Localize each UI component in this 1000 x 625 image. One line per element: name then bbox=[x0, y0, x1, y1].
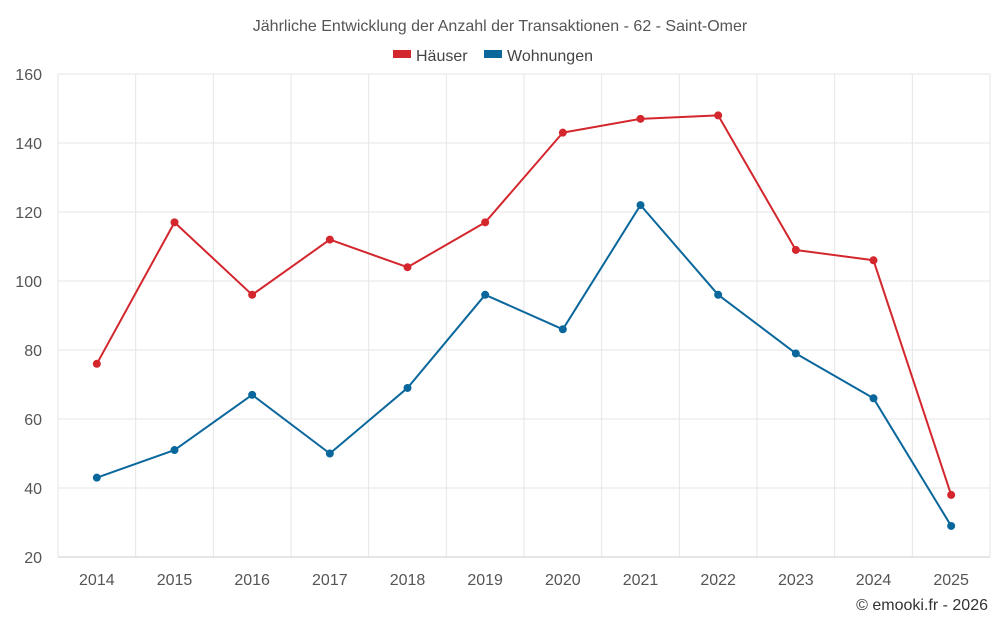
credit-text: © emooki.fr - 2026 bbox=[856, 597, 988, 614]
legend-label-haeuser[interactable]: Häuser bbox=[416, 48, 468, 65]
data-point-haeuser[interactable] bbox=[636, 114, 645, 123]
y-tick-label: 40 bbox=[24, 481, 42, 498]
data-point-wohnungen[interactable] bbox=[869, 394, 878, 403]
x-tick-label: 2021 bbox=[623, 572, 659, 589]
data-point-haeuser[interactable] bbox=[714, 111, 723, 120]
series-line-haeuser bbox=[95, 114, 953, 496]
data-point-haeuser[interactable] bbox=[248, 290, 257, 299]
grid bbox=[57, 73, 991, 558]
x-tick-label: 2015 bbox=[157, 572, 193, 589]
y-tick-label: 160 bbox=[15, 67, 42, 84]
data-point-wohnungen[interactable] bbox=[403, 383, 412, 392]
x-axis-ticks: 2014 2015 2016 2017 2018 2019 2020 2021 2022 2023… bbox=[79, 572, 969, 589]
data-point-haeuser[interactable] bbox=[325, 235, 334, 244]
x-tick-label: 2024 bbox=[856, 572, 892, 589]
series-wohnungen bbox=[92, 201, 956, 530]
data-point-wohnungen[interactable] bbox=[791, 349, 800, 358]
data-point-haeuser[interactable] bbox=[170, 218, 179, 227]
data-point-haeuser[interactable] bbox=[869, 256, 878, 265]
data-point-wohnungen[interactable] bbox=[636, 201, 645, 210]
y-tick-label: 140 bbox=[15, 136, 42, 153]
x-tick-label: 2022 bbox=[700, 572, 736, 589]
data-point-wohnungen[interactable] bbox=[947, 521, 956, 530]
legend-label-wohnungen[interactable]: Wohnungen bbox=[507, 48, 593, 65]
x-tick-label: 2016 bbox=[234, 572, 270, 589]
series-haeuser bbox=[92, 111, 956, 499]
legend-swatch-wohnungen bbox=[484, 50, 502, 58]
x-tick-label: 2018 bbox=[390, 572, 426, 589]
legend-swatch-haeuser bbox=[393, 50, 411, 58]
y-tick-label: 100 bbox=[15, 274, 42, 291]
data-point-wohnungen[interactable] bbox=[714, 290, 723, 299]
series-line-wohnungen bbox=[96, 204, 953, 527]
data-point-wohnungen[interactable] bbox=[558, 325, 567, 334]
data-point-haeuser[interactable] bbox=[92, 359, 101, 368]
x-tick-label: 2019 bbox=[467, 572, 503, 589]
chart-title: Jährliche Entwicklung der Anzahl der Tra… bbox=[253, 18, 748, 35]
data-point-haeuser[interactable] bbox=[558, 128, 567, 137]
y-axis-ticks: 20 40 60 80 100 120 140 160 bbox=[15, 67, 42, 567]
x-tick-label: 2020 bbox=[545, 572, 581, 589]
data-point-haeuser[interactable] bbox=[481, 218, 490, 227]
data-point-haeuser[interactable] bbox=[791, 245, 800, 254]
x-tick-label: 2025 bbox=[933, 572, 969, 589]
y-tick-label: 120 bbox=[15, 205, 42, 222]
data-point-wohnungen[interactable] bbox=[325, 449, 334, 458]
y-tick-label: 80 bbox=[24, 343, 42, 360]
x-tick-label: 2017 bbox=[312, 572, 348, 589]
data-point-wohnungen[interactable] bbox=[481, 290, 490, 299]
data-point-haeuser[interactable] bbox=[947, 490, 956, 499]
data-point-haeuser[interactable] bbox=[403, 263, 412, 272]
data-point-wohnungen[interactable] bbox=[248, 390, 257, 399]
y-tick-label: 20 bbox=[24, 550, 42, 567]
data-point-wohnungen[interactable] bbox=[92, 473, 101, 482]
legend: Häuser Wohnungen bbox=[393, 48, 593, 65]
x-tick-label: 2023 bbox=[778, 572, 814, 589]
series bbox=[92, 111, 956, 530]
y-tick-label: 60 bbox=[24, 412, 42, 429]
data-point-wohnungen[interactable] bbox=[170, 446, 179, 455]
x-tick-label: 2014 bbox=[79, 572, 115, 589]
